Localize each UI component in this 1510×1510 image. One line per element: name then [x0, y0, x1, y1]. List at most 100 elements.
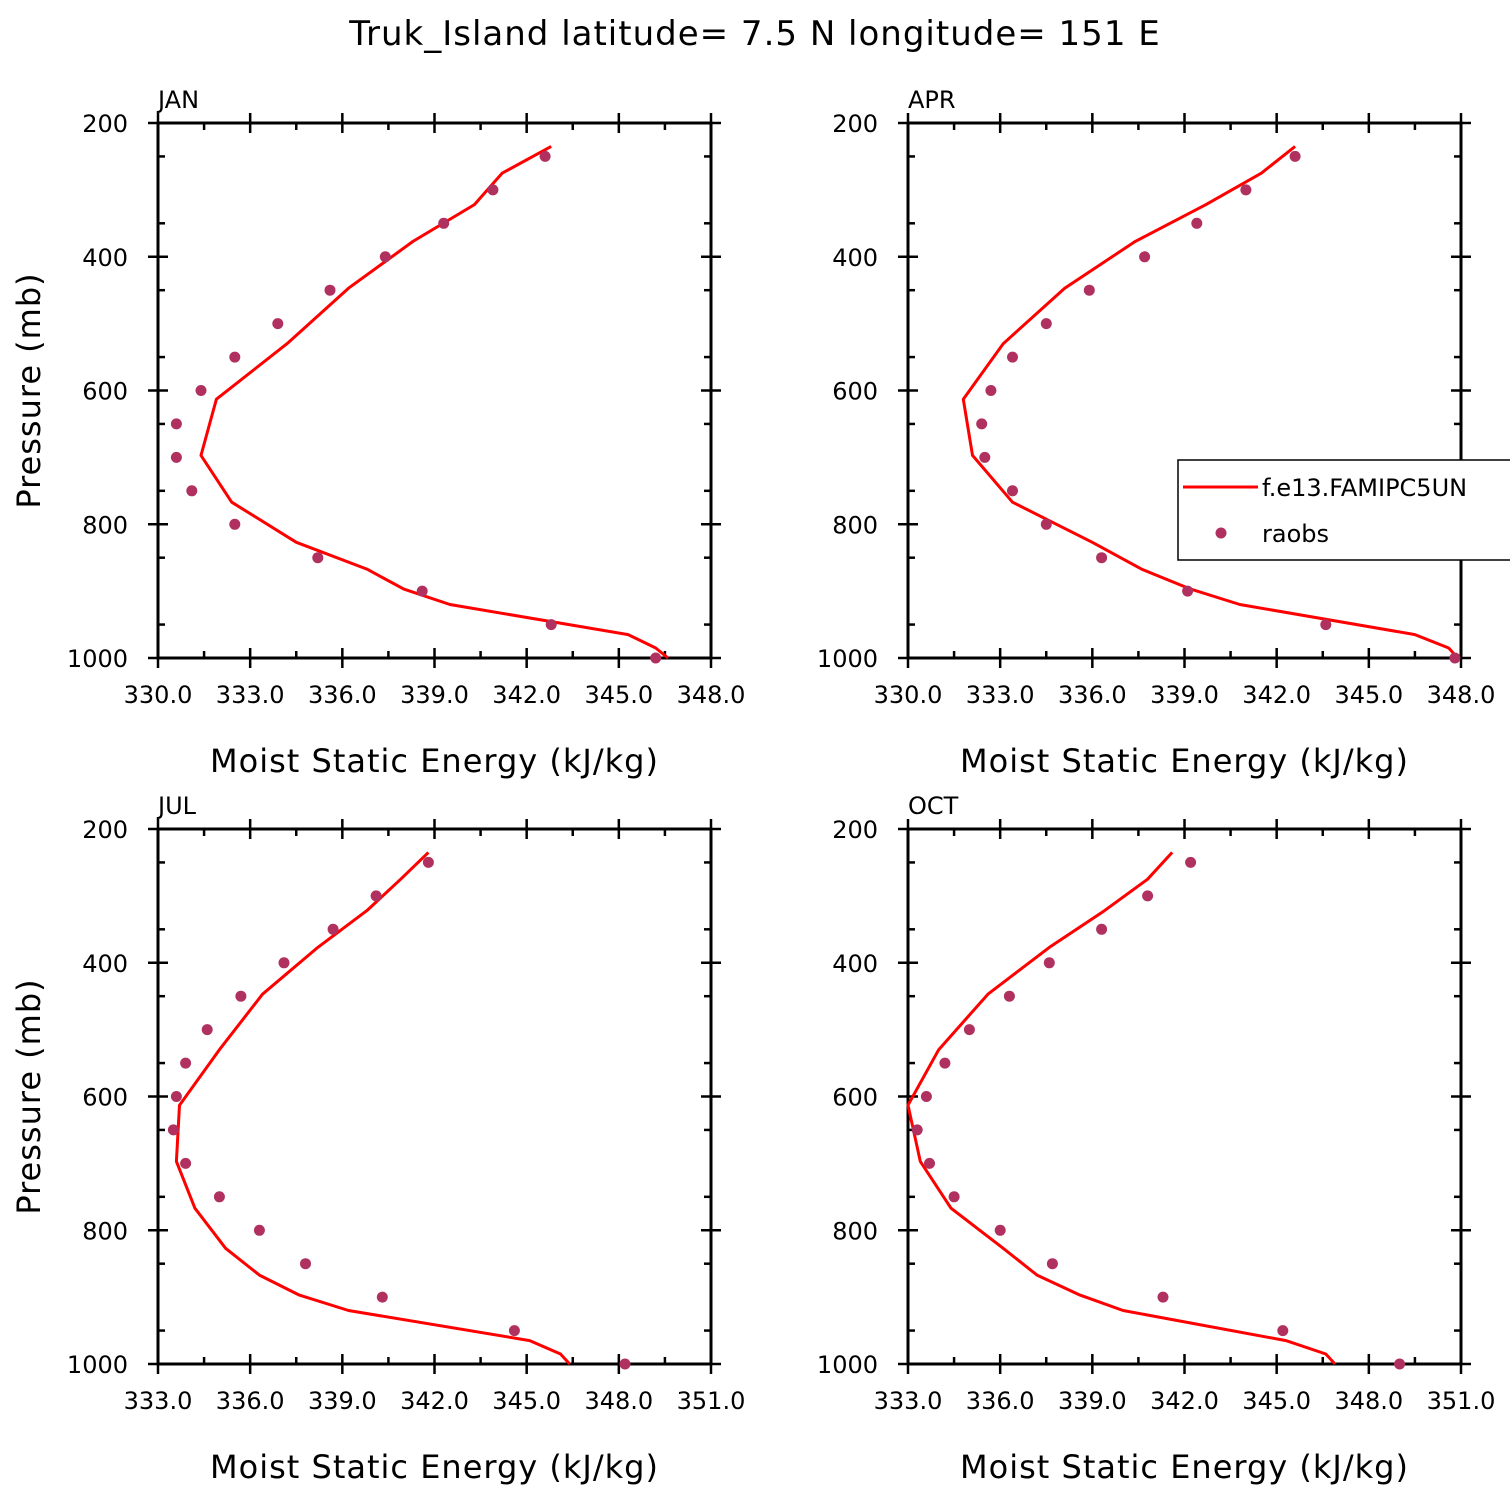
raobs-point [1040, 518, 1052, 530]
raobs-point [370, 890, 382, 902]
plot-frame [906, 827, 1463, 1366]
y-tick-label: 1000 [817, 1351, 878, 1379]
x-tick-label: 351.0 [1427, 1387, 1496, 1415]
x-tick-label: 345.0 [1334, 681, 1403, 709]
model-series-line [174, 851, 571, 1366]
raobs-point [253, 1224, 265, 1236]
x-axis-label: Moist Static Energy (kJ/kg) [210, 742, 659, 780]
x-axis-label: Moist Static Energy (kJ/kg) [210, 1448, 659, 1486]
raobs-point [1083, 284, 1095, 296]
raobs-point [1003, 990, 1015, 1002]
x-tick-label: 348.0 [584, 1387, 653, 1415]
raobs-point [1096, 923, 1108, 935]
raobs-point [1320, 619, 1332, 631]
figure-title: Truk_Island latitude= 7.5 N longitude= 1… [348, 14, 1161, 54]
x-tick-label: 333.0 [966, 681, 1035, 709]
panel-title: JUL [156, 792, 197, 820]
x-tick-label: 339.0 [1150, 681, 1219, 709]
x-tick-label: 333.0 [874, 1387, 943, 1415]
raobs-point [650, 652, 662, 664]
raobs-point [539, 150, 551, 162]
raobs-point [963, 1024, 975, 1036]
plot-frame [156, 121, 713, 660]
raobs-point [186, 485, 198, 497]
y-axis-label: Pressure (mb) [10, 978, 48, 1214]
y-tick-label: 600 [82, 378, 128, 406]
raobs-point [1394, 1358, 1406, 1370]
y-tick-label: 200 [832, 816, 878, 844]
x-tick-label: 342.0 [1150, 1387, 1219, 1415]
raobs-point [1449, 652, 1461, 664]
raobs-point [300, 1258, 311, 1270]
raobs-point [1040, 318, 1052, 330]
x-tick-label: 342.0 [492, 681, 561, 709]
panel-apr: APR 200 400 600 800 1000 330.0 333.0 336.0 339.0 3… [817, 86, 1495, 780]
x-tick-label: 345.0 [1242, 1387, 1311, 1415]
raobs-point [924, 1157, 935, 1169]
x-tick-label: 333.0 [216, 681, 285, 709]
raobs-point [508, 1325, 520, 1337]
y-tick-label: 1000 [67, 645, 128, 673]
raobs-point [180, 1157, 192, 1169]
x-tick-label: 336.0 [216, 1387, 285, 1415]
raobs-point [1007, 351, 1018, 363]
y-tick-label: 400 [832, 950, 878, 978]
y-tick-label: 600 [832, 378, 878, 406]
y-axis-label: Pressure (mb) [10, 272, 48, 508]
raobs-point [278, 957, 290, 969]
x-tick-label: 330.0 [124, 681, 193, 709]
raobs-point [994, 1224, 1006, 1236]
raobs-point [1185, 856, 1197, 868]
raobs-point [422, 856, 434, 868]
raobs-point [1157, 1291, 1169, 1303]
raobs-point [167, 1124, 179, 1136]
raobs-point [213, 1191, 225, 1203]
model-series-line [906, 851, 1337, 1366]
x-tick-label: 348.0 [1427, 681, 1496, 709]
panel-jul: JUL 200 400 600 800 1000 333.0 336.0 339.0 342.0 3… [10, 792, 745, 1486]
x-tick-label: 342.0 [400, 1387, 469, 1415]
raobs-point [1182, 585, 1194, 597]
panel-oct: OCT 200 400 600 800 1000 333.0 336.0 339.0 342.0 3… [817, 792, 1495, 1486]
y-tick-label: 200 [82, 816, 128, 844]
raobs-point [376, 1291, 388, 1303]
model-series-line [961, 145, 1460, 660]
x-tick-label: 339.0 [400, 681, 469, 709]
raobs-point [1043, 957, 1055, 969]
x-axis-label: Moist Static Energy (kJ/kg) [960, 1448, 1409, 1486]
x-tick-label: 336.0 [308, 681, 377, 709]
y-tick-label: 400 [832, 244, 878, 272]
y-tick-label: 800 [82, 1217, 128, 1245]
raobs-point [170, 418, 182, 430]
raobs-point [438, 217, 450, 229]
raobs-point [1277, 1325, 1289, 1337]
model-series-line [199, 145, 669, 660]
panel-title: JAN [156, 86, 199, 114]
raobs-point [911, 1124, 923, 1136]
raobs-point [979, 451, 991, 463]
x-tick-label: 351.0 [677, 1387, 746, 1415]
raobs-point [170, 451, 182, 463]
raobs-point [1096, 552, 1108, 564]
y-tick-label: 800 [82, 511, 128, 539]
raobs-point [379, 251, 391, 263]
x-tick-label: 345.0 [584, 681, 653, 709]
raobs-point [201, 1024, 213, 1036]
raobs-point [1139, 251, 1151, 263]
raobs-point [619, 1358, 631, 1370]
raobs-point [180, 1057, 192, 1069]
raobs-point [312, 552, 324, 564]
x-tick-label: 348.0 [677, 681, 746, 709]
y-tick-label: 1000 [817, 645, 878, 673]
x-tick-label: 342.0 [1242, 681, 1311, 709]
raobs-point [1289, 150, 1301, 162]
y-tick-label: 600 [82, 1084, 128, 1112]
legend-box [1177, 459, 1510, 561]
raobs-point [487, 184, 499, 196]
raobs-point [545, 619, 557, 631]
raobs-point [1142, 890, 1154, 902]
raobs-point [1191, 217, 1203, 229]
raobs-point [985, 385, 997, 396]
raobs-point [1007, 485, 1018, 497]
